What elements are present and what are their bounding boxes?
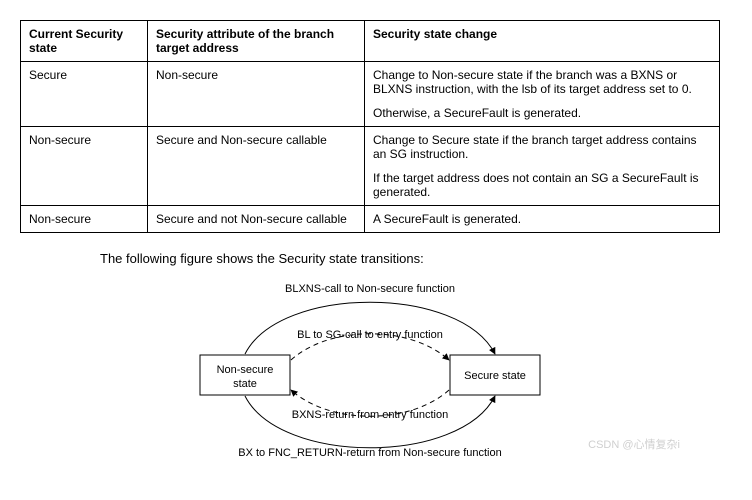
- table-row: Non-secure Secure and not Non-secure cal…: [21, 206, 720, 233]
- cell-desc: Change to Secure state if the branch tar…: [365, 127, 720, 206]
- cell-attr: Non-secure: [148, 62, 365, 127]
- watermark-text: CSDN @心情复杂i: [588, 436, 680, 452]
- svg-text:BLXNS-call to Non-secure funct: BLXNS-call to Non-secure function: [285, 283, 455, 295]
- svg-text:state: state: [233, 378, 257, 390]
- col-header-attribute: Security attribute of the branch target …: [148, 21, 365, 62]
- figure-caption: The following figure shows the Security …: [100, 251, 732, 266]
- desc-line: Otherwise, a SecureFault is generated.: [373, 106, 711, 120]
- col-header-change: Security state change: [365, 21, 720, 62]
- desc-line: A SecureFault is generated.: [373, 212, 711, 226]
- table-row: Secure Non-secure Change to Non-secure s…: [21, 62, 720, 127]
- cell-desc: Change to Non-secure state if the branch…: [365, 62, 720, 127]
- col-header-current-state: Current Security state: [21, 21, 148, 62]
- cell-attr: Secure and not Non-secure callable: [148, 206, 365, 233]
- cell-state: Non-secure: [21, 206, 148, 233]
- desc-line: Change to Non-secure state if the branch…: [373, 68, 711, 96]
- cell-desc: A SecureFault is generated.: [365, 206, 720, 233]
- cell-attr: Secure and Non-secure callable: [148, 127, 365, 206]
- svg-text:BL to SG-call to entry functio: BL to SG-call to entry function: [297, 329, 443, 341]
- svg-text:Secure state: Secure state: [464, 370, 526, 382]
- desc-line: If the target address does not contain a…: [373, 171, 711, 199]
- state-diagram-container: BLXNS-call to Non-secure function BL to S…: [20, 280, 720, 460]
- state-transition-diagram: BLXNS-call to Non-secure function BL to S…: [160, 280, 580, 460]
- svg-text:Non-secure: Non-secure: [217, 364, 274, 376]
- cell-state: Non-secure: [21, 127, 148, 206]
- cell-state: Secure: [21, 62, 148, 127]
- desc-line: Change to Secure state if the branch tar…: [373, 133, 711, 161]
- table-header-row: Current Security state Security attribut…: [21, 21, 720, 62]
- svg-text:BX to FNC_RETURN-return from N: BX to FNC_RETURN-return from Non-secure …: [238, 447, 501, 459]
- table-row: Non-secure Secure and Non-secure callabl…: [21, 127, 720, 206]
- security-state-table: Current Security state Security attribut…: [20, 20, 720, 233]
- svg-text:BXNS-return from entry functio: BXNS-return from entry function: [292, 409, 449, 421]
